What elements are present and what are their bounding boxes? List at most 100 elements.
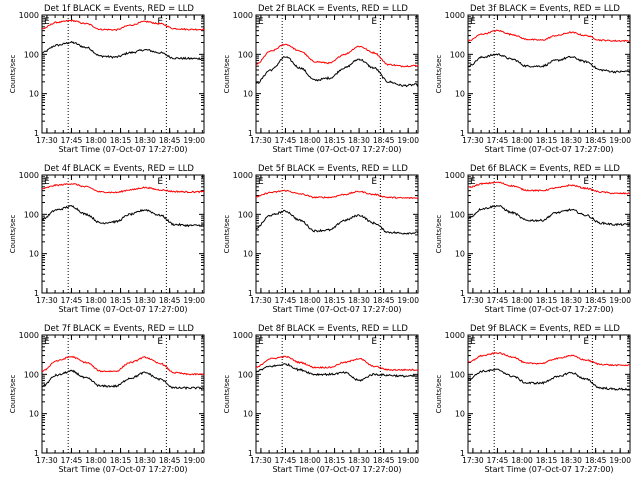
x-tick-label: 18:15	[536, 136, 558, 145]
plot-frame	[255, 174, 419, 294]
y-tick-label: 1	[34, 449, 39, 458]
x-tick-label: 18:00	[511, 296, 533, 305]
x-tick-label: 18:45	[373, 296, 395, 305]
x-tick-label: 19:00	[183, 296, 205, 305]
marker-label-e: E	[470, 17, 476, 27]
y-tick-label: 10	[455, 250, 465, 259]
x-tick-label: 18:00	[299, 296, 321, 305]
x-tick-label: 17:45	[487, 296, 509, 305]
x-tick-label: 18:00	[299, 456, 321, 465]
x-axis-label: Start Time (07-Oct-07 17:27:00)	[272, 465, 401, 474]
y-tick-label: 1000	[19, 331, 39, 340]
marker-label-e: E	[258, 337, 264, 347]
plot-frame	[255, 14, 419, 134]
marker-label-e: E	[258, 177, 264, 187]
y-tick-label: 100	[238, 210, 253, 219]
x-tick-label: 17:30	[250, 136, 272, 145]
y-tick-label: 1	[248, 129, 253, 138]
series-lld-line	[467, 29, 631, 43]
plot-frame	[467, 14, 631, 134]
x-tick-label: 17:45	[275, 296, 297, 305]
series-events-line	[467, 204, 631, 227]
plot-frame	[467, 174, 631, 294]
y-tick-label: 1000	[233, 171, 253, 180]
series-events-line	[255, 209, 419, 235]
x-tick-label: 18:15	[536, 456, 558, 465]
series-events-line	[467, 368, 631, 391]
x-tick-label: 17:45	[61, 456, 83, 465]
x-tick-label: 17:30	[36, 136, 58, 145]
x-tick-label: 18:45	[585, 296, 607, 305]
panel-det-2: Det 2f BLACK = Events, RED = LLD 1 10 100 10…	[223, 4, 419, 154]
panel-title: Det 6f BLACK = Events, RED = LLD	[470, 164, 620, 174]
x-tick-label: 18:45	[159, 296, 181, 305]
panel-title: Det 8f BLACK = Events, RED = LLD	[258, 324, 408, 334]
x-tick-label: 18:30	[134, 456, 156, 465]
y-tick-label: 10	[455, 90, 465, 99]
y-tick-label: 1	[248, 289, 253, 298]
y-tick-label: 100	[238, 370, 253, 379]
marker-label-e: E	[583, 177, 589, 187]
plot-frame	[41, 334, 205, 454]
x-tick-label: 18:00	[85, 136, 107, 145]
x-tick-label: 17:30	[36, 456, 58, 465]
marker-label-e: E	[44, 177, 50, 187]
x-axis-label: Start Time (07-Oct-07 17:27:00)	[58, 145, 187, 154]
plot-frame	[467, 334, 631, 454]
series-lld-line	[255, 189, 419, 200]
x-tick-label: 18:30	[348, 456, 370, 465]
y-tick-label: 100	[450, 370, 465, 379]
x-tick-label: 18:15	[110, 296, 132, 305]
y-tick-label: 100	[450, 50, 465, 59]
marker-label-e: E	[157, 17, 163, 27]
marker-label-e: E	[157, 177, 163, 187]
x-tick-label: 17:30	[462, 296, 484, 305]
x-axis-label: Start Time (07-Oct-07 17:27:00)	[58, 465, 187, 474]
marker-label-e: E	[371, 17, 377, 27]
y-axis-label: Counts/sec	[435, 55, 443, 94]
x-tick-label: 18:30	[560, 456, 582, 465]
y-tick-label: 100	[24, 50, 39, 59]
y-axis-label: Counts/sec	[223, 55, 231, 94]
y-tick-label: 1000	[233, 331, 253, 340]
x-tick-label: 18:45	[159, 136, 181, 145]
marker-label-e: E	[44, 17, 50, 27]
x-tick-label: 18:00	[511, 456, 533, 465]
x-axis-label: Start Time (07-Oct-07 17:27:00)	[272, 305, 401, 314]
plot-frame	[255, 334, 419, 454]
y-tick-label: 1	[460, 449, 465, 458]
x-tick-label: 18:30	[560, 296, 582, 305]
x-tick-label: 17:45	[61, 136, 83, 145]
series-events-line	[255, 55, 419, 88]
panel-title: Det 1f BLACK = Events, RED = LLD	[44, 4, 194, 14]
y-axis-label: Counts/sec	[223, 375, 231, 414]
marker-label-e: E	[157, 337, 163, 347]
y-tick-label: 100	[238, 50, 253, 59]
x-tick-label: 19:00	[609, 136, 631, 145]
x-tick-label: 18:15	[536, 296, 558, 305]
y-tick-label: 10	[243, 410, 253, 419]
y-tick-label: 1	[34, 289, 39, 298]
x-tick-label: 19:00	[397, 296, 419, 305]
x-axis-label: Start Time (07-Oct-07 17:27:00)	[484, 145, 613, 154]
y-tick-label: 1000	[233, 11, 253, 20]
x-tick-label: 19:00	[183, 456, 205, 465]
x-tick-label: 18:45	[585, 456, 607, 465]
panel-det-9: Det 9f BLACK = Events, RED = LLD 1 10 100 10…	[435, 324, 631, 474]
y-tick-label: 1	[34, 129, 39, 138]
x-tick-label: 18:15	[324, 136, 346, 145]
x-tick-label: 19:00	[183, 136, 205, 145]
y-tick-label: 100	[24, 370, 39, 379]
y-tick-label: 10	[243, 90, 253, 99]
y-tick-label: 10	[29, 410, 39, 419]
series-lld-line	[468, 351, 631, 367]
x-tick-label: 18:00	[85, 296, 107, 305]
x-tick-label: 18:30	[348, 296, 370, 305]
series-lld-line	[255, 43, 419, 68]
y-tick-label: 1	[248, 449, 253, 458]
panel-det-7: Det 7f BLACK = Events, RED = LLD 1 10 100 10…	[9, 324, 205, 474]
plot-frame	[41, 14, 205, 134]
x-tick-label: 17:45	[487, 456, 509, 465]
x-tick-label: 17:45	[275, 456, 297, 465]
